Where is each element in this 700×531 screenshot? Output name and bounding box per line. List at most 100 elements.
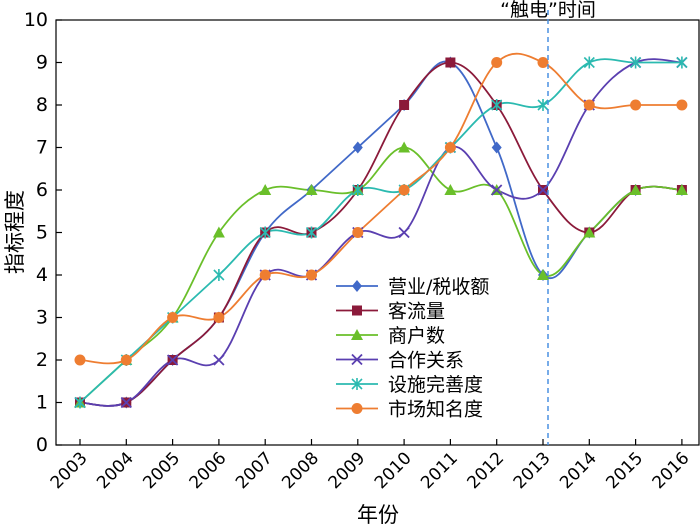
data-point (491, 57, 503, 68)
data-point (583, 99, 595, 111)
data-point (491, 184, 503, 196)
data-point (213, 312, 225, 323)
x-tick-label: 2006 (186, 448, 231, 493)
legend-marker (351, 329, 363, 340)
x-tick-label: 2011 (417, 448, 462, 493)
x-tick-label: 2007 (232, 448, 277, 493)
data-point (74, 396, 86, 409)
x-tick-label: 2012 (464, 448, 509, 493)
legend-marker (352, 305, 362, 316)
y-axis-title: 指标程度 (3, 190, 27, 274)
data-point (352, 141, 363, 154)
annotation: “触电”时间 (500, 0, 596, 445)
series-marker-group (74, 57, 688, 366)
legend-item: 客流量 (336, 301, 445, 323)
y-tick-label: 5 (36, 222, 48, 244)
data-point (398, 226, 410, 239)
legend-label: 合作关系 (388, 350, 464, 372)
annotation-label: “触电”时间 (500, 0, 596, 21)
legend-item: 商户数 (336, 325, 445, 347)
data-point (74, 354, 86, 366)
data-point (259, 184, 272, 195)
x-tick-label: 2014 (556, 448, 601, 493)
data-point (352, 227, 364, 238)
data-point (399, 100, 410, 110)
legend-item: 营业/税收额 (336, 276, 489, 298)
legend-item: 市场知名度 (336, 399, 483, 421)
series-marker-group (74, 56, 688, 409)
data-point (398, 141, 411, 153)
data-point (676, 99, 688, 111)
x-tick-label: 2005 (139, 448, 184, 493)
data-point (445, 57, 456, 68)
data-point (120, 354, 132, 366)
data-point (630, 99, 642, 111)
y-tick-label: 2 (36, 349, 48, 371)
series-line (79, 58, 682, 404)
series-marker-group (75, 56, 687, 409)
legend-label: 营业/税收额 (388, 276, 489, 298)
data-point (676, 56, 688, 69)
data-point (583, 56, 595, 69)
data-point (537, 184, 549, 196)
data-point (212, 226, 225, 238)
x-tick-label: 2016 (649, 448, 694, 493)
legend-marker (351, 353, 363, 366)
data-point (167, 312, 179, 323)
data-point (259, 269, 271, 281)
series-markers (74, 56, 688, 409)
series-line (79, 146, 682, 404)
x-tick-label: 2013 (510, 448, 555, 493)
x-tick-label: 2015 (602, 448, 647, 493)
series-marker-group (75, 57, 687, 408)
legend-item: 合作关系 (336, 350, 464, 372)
y-tick-label: 10 (24, 9, 48, 31)
series-lines (79, 52, 682, 407)
data-point (537, 99, 549, 111)
data-point (629, 184, 642, 195)
x-tick-label: 2010 (371, 448, 416, 493)
data-point (306, 269, 317, 281)
data-point (259, 226, 271, 239)
legend-marker (351, 378, 363, 390)
series-marker-group (74, 56, 688, 409)
x-tick-label: 2009 (325, 448, 370, 493)
legend-label: 设施完善度 (388, 374, 483, 396)
y-tick-label: 7 (36, 137, 48, 159)
data-point (398, 184, 410, 196)
data-point (305, 184, 318, 195)
x-tick-label: 2003 (47, 448, 92, 493)
data-point (166, 354, 179, 366)
data-point (491, 141, 502, 154)
legend-item: 设施完善度 (336, 374, 483, 396)
series-line (79, 61, 682, 407)
data-point (213, 354, 225, 366)
data-point (305, 226, 318, 239)
data-point (352, 184, 364, 196)
data-point (583, 226, 596, 238)
data-point (491, 99, 503, 111)
legend-label: 客流量 (388, 301, 445, 323)
series-line (79, 58, 682, 407)
legend-label: 市场知名度 (388, 399, 483, 421)
data-point (444, 142, 456, 153)
x-tick-label: 2008 (278, 448, 323, 493)
legend-label: 商户数 (388, 325, 445, 347)
legend-marker (351, 403, 363, 414)
axes: 0 1 2 3 4 5 6 7 8 9 10 2003 2004 2005 2006 2007 2008 2009… (24, 9, 700, 493)
y-tick-label: 6 (36, 179, 48, 201)
data-point (537, 269, 549, 280)
data-point (675, 184, 688, 195)
data-point (537, 57, 549, 68)
y-tick-label: 0 (36, 434, 48, 456)
y-tick-label: 3 (36, 307, 48, 329)
data-point (444, 184, 457, 195)
data-point (630, 56, 642, 69)
y-tick-label: 1 (36, 392, 48, 414)
legend-marker (352, 280, 362, 292)
y-tick-label: 8 (36, 94, 48, 116)
y-tick-label: 4 (36, 264, 48, 286)
x-tick-label: 2004 (93, 448, 138, 493)
